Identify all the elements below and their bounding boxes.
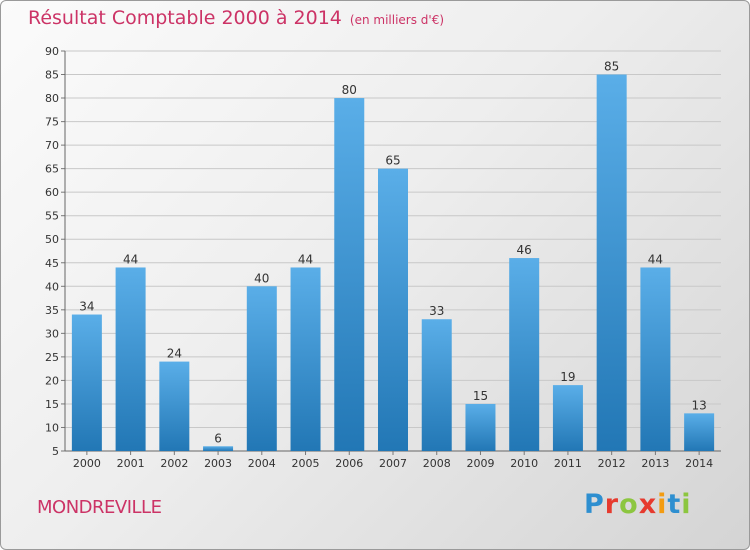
- x-tick-label-2014: 2014: [685, 457, 713, 470]
- x-tick-label-2006: 2006: [335, 457, 363, 470]
- x-tick-label-2010: 2010: [510, 457, 538, 470]
- bar-2011: [552, 385, 583, 451]
- y-tick-label: 15: [45, 398, 59, 411]
- data-label-2001: 44: [123, 252, 138, 266]
- y-tick-label: 45: [45, 257, 59, 270]
- y-tick-labels: 5 10 15 20 25 30 35 40 45 50 55 60 65 70 75 80 85 90: [45, 45, 59, 458]
- proxiti-logo: Proxiti: [584, 489, 692, 520]
- y-tick-label: 30: [45, 327, 59, 340]
- y-tick-label: 35: [45, 304, 59, 317]
- bar-2008: [421, 319, 452, 451]
- data-labels: 34 44 24 6 40 44 80 65 33 15 46 19 85 44 13: [79, 60, 707, 446]
- data-label-2003: 6: [214, 431, 222, 445]
- bar-2012: [596, 74, 627, 451]
- y-tick-label: 85: [45, 69, 59, 82]
- data-label-2002: 24: [167, 347, 182, 361]
- data-label-2000: 34: [79, 300, 94, 314]
- y-tick-label: 80: [45, 92, 59, 105]
- x-tick-label-2004: 2004: [248, 457, 276, 470]
- bar-2004: [246, 286, 277, 451]
- y-tick-label: 40: [45, 280, 59, 293]
- x-tick-label-2000: 2000: [73, 457, 101, 470]
- bar-2000: [71, 314, 102, 451]
- chart-title: Résultat Comptable 2000 à 2014 (en millie…: [28, 7, 444, 29]
- y-tick-label: 5: [52, 445, 59, 458]
- bar-2014: [684, 413, 715, 451]
- data-label-2009: 15: [473, 389, 488, 403]
- x-tick-label-2008: 2008: [423, 457, 451, 470]
- x-tick-label-2001: 2001: [117, 457, 145, 470]
- data-label-2013: 44: [648, 252, 663, 266]
- y-tick-label: 20: [45, 374, 59, 387]
- title-text: Résultat Comptable 2000 à 2014: [28, 7, 342, 29]
- x-tick-label-2007: 2007: [379, 457, 407, 470]
- data-label-2006: 80: [342, 83, 357, 97]
- data-label-2011: 19: [560, 370, 575, 384]
- bar-2013: [640, 267, 671, 451]
- bar-2005: [290, 267, 321, 451]
- x-tick-label-2013: 2013: [641, 457, 669, 470]
- x-tick-label-2002: 2002: [160, 457, 188, 470]
- bar-2001: [115, 267, 146, 451]
- bar-2010: [509, 258, 540, 451]
- y-tick-label: 70: [45, 139, 59, 152]
- y-tick-label: 60: [45, 186, 59, 199]
- x-tick-label-2005: 2005: [292, 457, 320, 470]
- y-tick-label: 75: [45, 116, 59, 129]
- y-tick-label: 65: [45, 163, 59, 176]
- x-tick-label-2009: 2009: [466, 457, 494, 470]
- x-tick-label-2003: 2003: [204, 457, 232, 470]
- data-label-2010: 46: [517, 243, 532, 257]
- title-unit: (en milliers d'€): [349, 13, 445, 27]
- y-tick-label: 25: [45, 351, 59, 364]
- bar-2002: [159, 361, 190, 451]
- bar-2006: [334, 98, 365, 451]
- bar-2003: [203, 446, 234, 451]
- y-tick-label: 90: [45, 45, 59, 58]
- data-label-2014: 13: [691, 398, 706, 412]
- bar-2007: [378, 168, 408, 451]
- data-label-2004: 40: [254, 271, 269, 285]
- data-label-2008: 33: [429, 304, 444, 318]
- x-tick-labels: 2000 2001 2002 2003 2004 2005 2006 2007 2008 2009…: [73, 451, 713, 470]
- x-tick-label-2011: 2011: [554, 457, 582, 470]
- town-name: MONDREVILLE: [37, 497, 162, 518]
- data-label-2005: 44: [298, 252, 313, 266]
- data-label-2012: 85: [604, 60, 619, 74]
- bar-2009: [465, 403, 496, 451]
- x-tick-label-2012: 2012: [598, 457, 626, 470]
- y-tick-label: 10: [45, 421, 59, 434]
- y-tick-label: 55: [45, 210, 59, 223]
- data-label-2007: 65: [385, 154, 400, 168]
- bars: [71, 74, 715, 451]
- y-tick-label: 50: [45, 233, 59, 246]
